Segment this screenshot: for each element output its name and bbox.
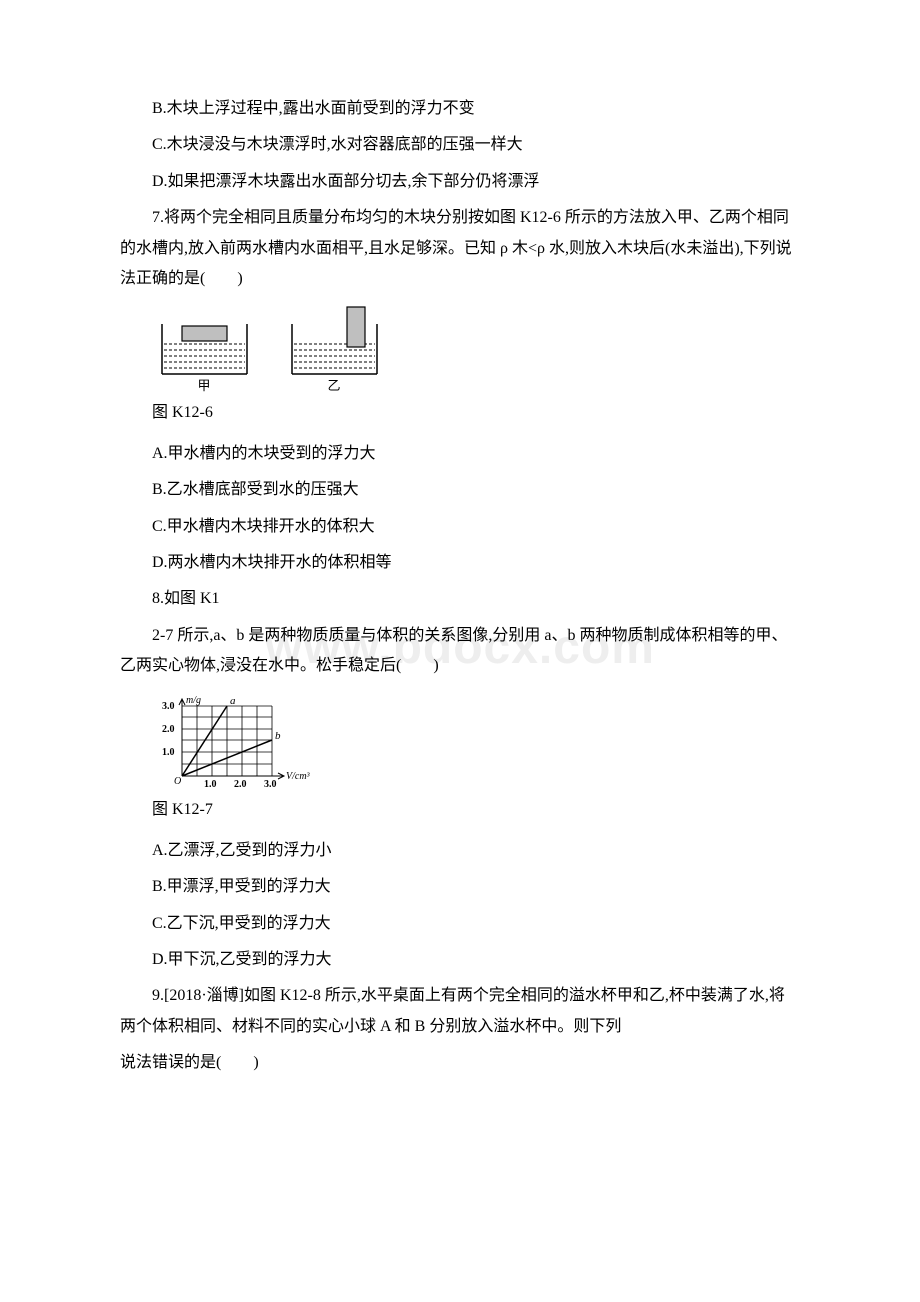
q8-option-c: C.乙下沉,甲受到的浮力大 (120, 909, 800, 939)
q8-option-b: B.甲漂浮,甲受到的浮力大 (120, 872, 800, 902)
label-left: 甲 (197, 378, 210, 393)
option-b-text: B.木块上浮过程中,露出水面前受到的浮力不变 (120, 94, 800, 124)
q7-option-b: B.乙水槽底部受到水的压强大 (120, 475, 800, 505)
q8-option-a: A.乙漂浮,乙受到的浮力小 (120, 836, 800, 866)
question-9-tail: 说法错误的是( ) (120, 1048, 800, 1078)
axis-y-label: m/g (186, 695, 201, 706)
xtick-3: 3.0 (264, 779, 277, 790)
line-b-label: b (275, 730, 281, 742)
tank-right: 乙 (292, 307, 377, 393)
q7-option-d: D.两水槽内木块排开水的体积相等 (120, 548, 800, 578)
question-7-text: 7.将两个完全相同且质量分布均匀的木块分别按如图 K12-6 所示的方法放入甲、… (120, 203, 800, 294)
line-a-label: a (230, 695, 236, 707)
label-right: 乙 (327, 378, 340, 393)
origin-label: O (174, 776, 181, 787)
question-8-line2: 2-7 所示,a、b 是两种物质质量与体积的关系图像,分别用 a、b 两种物质制… (120, 621, 800, 682)
xtick-1: 1.0 (204, 779, 217, 790)
q7-option-a: A.甲水槽内的木块受到的浮力大 (120, 439, 800, 469)
document-page: B.木块上浮过程中,露出水面前受到的浮力不变 C.木块浸没与木块漂浮时,水对容器… (0, 0, 920, 1145)
block-left (182, 326, 227, 341)
figure-k12-7-caption: 图 K12-7 (120, 795, 800, 825)
option-d-text: D.如果把漂浮木块露出水面部分切去,余下部分仍将漂浮 (120, 167, 800, 197)
q7-option-c: C.甲水槽内木块排开水的体积大 (120, 512, 800, 542)
q8-option-d: D.甲下沉,乙受到的浮力大 (120, 945, 800, 975)
ytick-1: 1.0 (162, 747, 175, 758)
block-right (347, 307, 365, 347)
xtick-2: 2.0 (234, 779, 247, 790)
question-9-text: 9.[2018·淄博]如图 K12-8 所示,水平桌面上有两个完全相同的溢水杯甲… (120, 981, 800, 1042)
figure-k12-7: m/g V/cm³ a b O 1.0 2.0 3.0 1.0 2.0 3.0 (152, 691, 800, 791)
option-c-text: C.木块浸没与木块漂浮时,水对容器底部的压强一样大 (120, 130, 800, 160)
figure-k12-6-caption: 图 K12-6 (120, 398, 800, 428)
figure-k12-6: 甲 乙 (152, 304, 800, 394)
ytick-3: 3.0 (162, 701, 175, 712)
axis-x-label: V/cm³ (286, 771, 311, 782)
ytick-2: 2.0 (162, 724, 175, 735)
tank-left: 甲 (162, 324, 247, 393)
question-8-line1: 8.如图 K1 (120, 584, 800, 614)
